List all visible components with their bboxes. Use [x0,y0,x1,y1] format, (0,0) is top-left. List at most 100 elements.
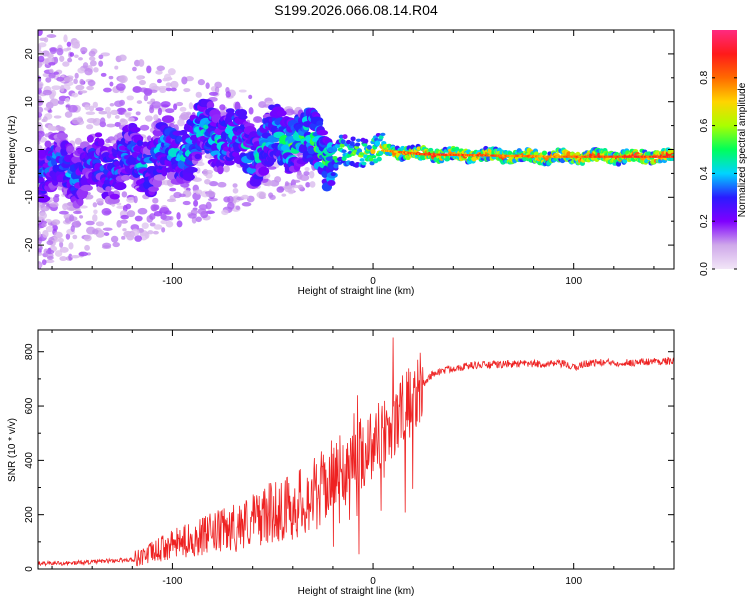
heatmap-cell [94,132,103,138]
heatmap-speckle [73,54,79,58]
heatmap-speckle [82,62,89,69]
heatmap-speckle [225,91,231,98]
heatmap-speckle [144,115,153,122]
heatmap-speckle [173,191,182,199]
heatmap-speckle [265,100,275,106]
heatmap-cell [368,157,374,162]
heatmap-speckle [63,77,74,82]
heatmap-cell [341,155,347,161]
heatmap-speckle [46,240,54,246]
heatmap-speckle [86,124,94,130]
heatmap-speckle [38,30,43,37]
heatmap-cell [80,184,93,192]
heatmap-speckle [38,204,41,212]
heatmap-cell [333,163,339,169]
heatmap-speckle [120,214,129,220]
heatmap-cell [362,143,368,147]
x-tick-label: 100 [565,576,582,587]
heatmap-speckle [285,108,295,116]
heatmap-cell [276,110,287,117]
heatmap-cell [109,193,120,200]
heatmap-speckle [56,76,65,82]
colorbar-ticks: 0.0 0.2 0.4 0.6 0.8 [699,70,737,276]
heatmap-speckle [149,82,158,91]
heatmap-speckle [38,111,43,118]
heatmap-speckle [44,259,55,264]
heatmap-speckle [98,60,104,67]
heatmap-speckle [303,171,310,176]
heatmap-speckle [38,99,44,107]
heatmap-speckle [53,115,62,119]
heatmap-speckle [56,126,66,132]
heatmap-speckle [42,89,52,96]
heatmap-speckle [93,209,98,215]
heatmap-speckle [85,111,96,116]
heatmap-speckle [167,68,176,76]
heatmap-speckle [147,135,152,142]
heatmap-speckle [120,118,126,123]
heatmap-speckle [38,55,45,63]
heatmap-cell [258,166,270,176]
heatmap-speckle [235,205,241,211]
heatmap-speckle [309,170,315,179]
heatmap-speckle [155,70,163,75]
heatmap-speckle [75,220,81,227]
y-tick-label: -10 [24,190,35,205]
heatmap-speckle [43,107,50,111]
heatmap-cell [350,136,356,142]
heatmap-cell [330,172,336,177]
heatmap-speckle [309,181,316,188]
heatmap-speckle [49,68,54,73]
heatmap-cell [121,174,131,181]
snr-panel: -100 0 100 0 200 400 600 800 Height of straight… [7,329,675,597]
heatmap-speckle [89,60,97,67]
heatmap-speckle [100,117,106,125]
heatmap-speckle [100,72,107,77]
heatmap-speckle [143,87,153,95]
heatmap-speckle [176,220,183,228]
heatmap-speckle [70,225,75,233]
heatmap-speckle [92,101,99,108]
heatmap-cell [113,182,127,191]
heatmap-speckle [160,101,171,108]
heatmap-speckle [182,200,191,206]
heatmap-speckle [150,98,156,103]
heatmap-speckle [68,253,73,261]
chart-title: S199.2026.066.08.14.R04 [274,2,438,18]
heatmap-speckle [58,210,69,215]
heatmap-cell [113,160,122,167]
heatmap-speckle [49,98,60,107]
heatmap-speckle [38,42,47,48]
heatmap-speckle [49,202,59,208]
x-tick-label: 100 [565,276,582,287]
heatmap-speckle [151,101,162,109]
snr-ticks: -100 0 100 0 200 400 600 800 [24,330,674,587]
heatmap-speckle [50,89,57,97]
heatmap-speckle [223,196,231,203]
heatmap-speckle [114,115,120,119]
heatmap-speckle [51,85,62,91]
heatmap-speckle [153,224,163,230]
heatmap-speckle [56,47,64,56]
heatmap-speckle [101,207,112,216]
heatmap-speckle [240,194,249,200]
heatmap-speckle [223,165,230,173]
heatmap-speckle [114,121,121,127]
heatmap-speckle [71,92,79,98]
heatmap-speckle [102,242,112,249]
x-tick-label: 0 [370,276,376,287]
heatmap-speckle [67,57,73,63]
heatmap-speckle [118,109,125,115]
heatmap-speckle [102,87,112,93]
heatmap-speckle [131,228,140,237]
heatmap-cell [185,166,198,173]
heatmap-speckle [95,221,105,227]
spectrogram-heatmap [38,30,674,269]
heatmap-speckle [92,214,98,222]
heatmap-speckle [65,233,71,240]
heatmap-speckle [93,67,99,73]
heatmap-speckle [214,86,220,94]
heatmap-speckle [38,134,41,143]
heatmap-speckle [38,263,41,269]
heatmap-speckle [125,112,131,118]
